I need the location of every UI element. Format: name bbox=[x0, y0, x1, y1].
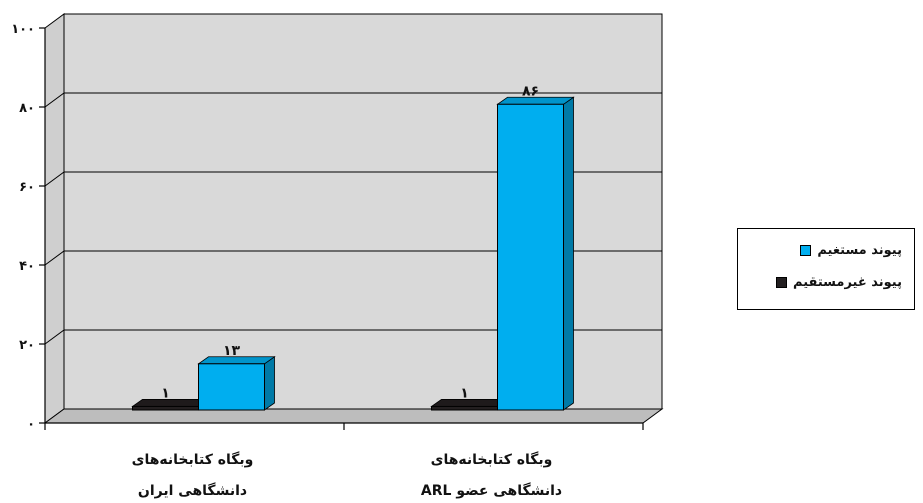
data-label: ۸۶ bbox=[522, 83, 539, 99]
y-axis-ticks: ۰ ۲۰ ۴۰ ۶۰ ۸۰ ۱۰۰ bbox=[11, 22, 45, 432]
grid-lines bbox=[44, 92, 662, 345]
data-label: ۱ bbox=[460, 385, 469, 401]
category-label: دانشگاهی عضو ARL bbox=[421, 482, 562, 499]
y-tick-label: ۴۰ bbox=[19, 259, 35, 274]
side-wall bbox=[44, 13, 65, 424]
legend-label-indirect: پیوند غیرمستقیم bbox=[793, 275, 902, 290]
axes bbox=[44, 28, 644, 430]
bars bbox=[131, 96, 575, 411]
bar-indirect-2 bbox=[430, 398, 509, 411]
legend-label-direct: پیوند مستغیم bbox=[817, 243, 902, 258]
category-label: وبگاه کتابخانه‌های bbox=[132, 451, 254, 468]
grid-line bbox=[44, 329, 662, 345]
data-label: ۱۳ bbox=[223, 343, 241, 359]
data-label: ۱ bbox=[161, 385, 170, 401]
legend: پیوند مستغیم پیوند غیرمستقیم bbox=[737, 228, 915, 310]
grid-line bbox=[44, 250, 662, 266]
legend-item-direct: پیوند مستغیم bbox=[800, 243, 902, 258]
y-tick-label: ۰ bbox=[27, 417, 35, 432]
legend-swatch-indirect bbox=[776, 277, 788, 288]
data-labels: ۱ ۱۳ ۱ ۸۶ bbox=[161, 83, 539, 401]
bar-indirect-1 bbox=[131, 398, 210, 411]
y-tick-label: ۸۰ bbox=[19, 101, 35, 116]
category-label: دانشگاهی ایران bbox=[138, 482, 247, 499]
floor bbox=[43, 408, 664, 424]
bar-direct-2 bbox=[496, 96, 575, 411]
y-tick-label: ۶۰ bbox=[19, 180, 35, 195]
grid-line bbox=[44, 171, 662, 187]
legend-item-indirect: پیوند غیرمستقیم bbox=[776, 275, 902, 290]
category-labels: وبگاه کتابخانه‌های دانشگاهی ایران وبگاه کت… bbox=[132, 451, 562, 499]
y-tick-label: ۱۰۰ bbox=[11, 22, 35, 37]
legend-swatch-direct bbox=[800, 245, 812, 256]
bar-direct-1 bbox=[197, 356, 276, 411]
y-tick-label: ۲۰ bbox=[19, 338, 35, 353]
category-label: وبگاه کتابخانه‌های bbox=[431, 451, 553, 468]
grid-line bbox=[44, 92, 662, 108]
